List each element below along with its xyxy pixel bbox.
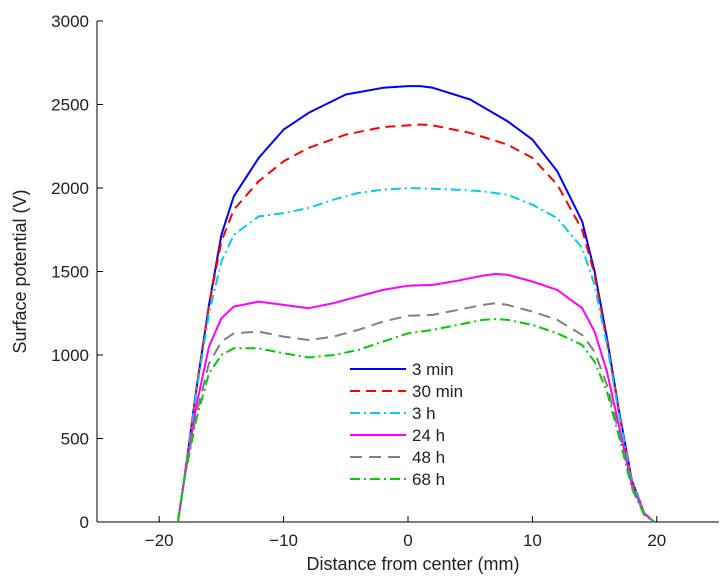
y-axis-label: Surface potential (V): [10, 189, 30, 353]
legend-label: 68 h: [412, 470, 445, 489]
series-line-68-h: [176, 318, 655, 523]
y-tick-label: 500: [61, 430, 89, 449]
y-tick-label: 3000: [51, 12, 89, 31]
x-tick-label: 0: [403, 531, 412, 550]
y-tick-label: 2500: [51, 96, 89, 115]
x-axis-label: Distance from center (mm): [306, 554, 519, 574]
y-tick-label: 1000: [51, 346, 89, 365]
y-tick-label: 2000: [51, 179, 89, 198]
legend-label: 3 min: [412, 360, 454, 379]
legend-label: 3 h: [412, 404, 436, 423]
series-line-24-h: [176, 273, 655, 523]
x-tick-label: −20: [145, 531, 174, 550]
y-tick-label: 1500: [51, 263, 89, 282]
x-tick-label: 10: [523, 531, 542, 550]
series-lines: [176, 85, 655, 523]
legend-label: 48 h: [412, 448, 445, 467]
legend-label: 30 min: [412, 382, 463, 401]
x-tick-label: 20: [647, 531, 666, 550]
axis-ticks: −20 −10 0 10 20 0 500 1000 1500 2000 2500 3000: [51, 12, 666, 550]
legend-label: 24 h: [412, 426, 445, 445]
y-tick-label: 0: [80, 513, 89, 532]
x-tick-label: −10: [269, 531, 298, 550]
series-line-3-h: [176, 187, 655, 523]
series-line-48-h: [176, 302, 655, 523]
legend: 3 min 30 min 3 h 24 h 48 h 68 h: [350, 360, 463, 489]
